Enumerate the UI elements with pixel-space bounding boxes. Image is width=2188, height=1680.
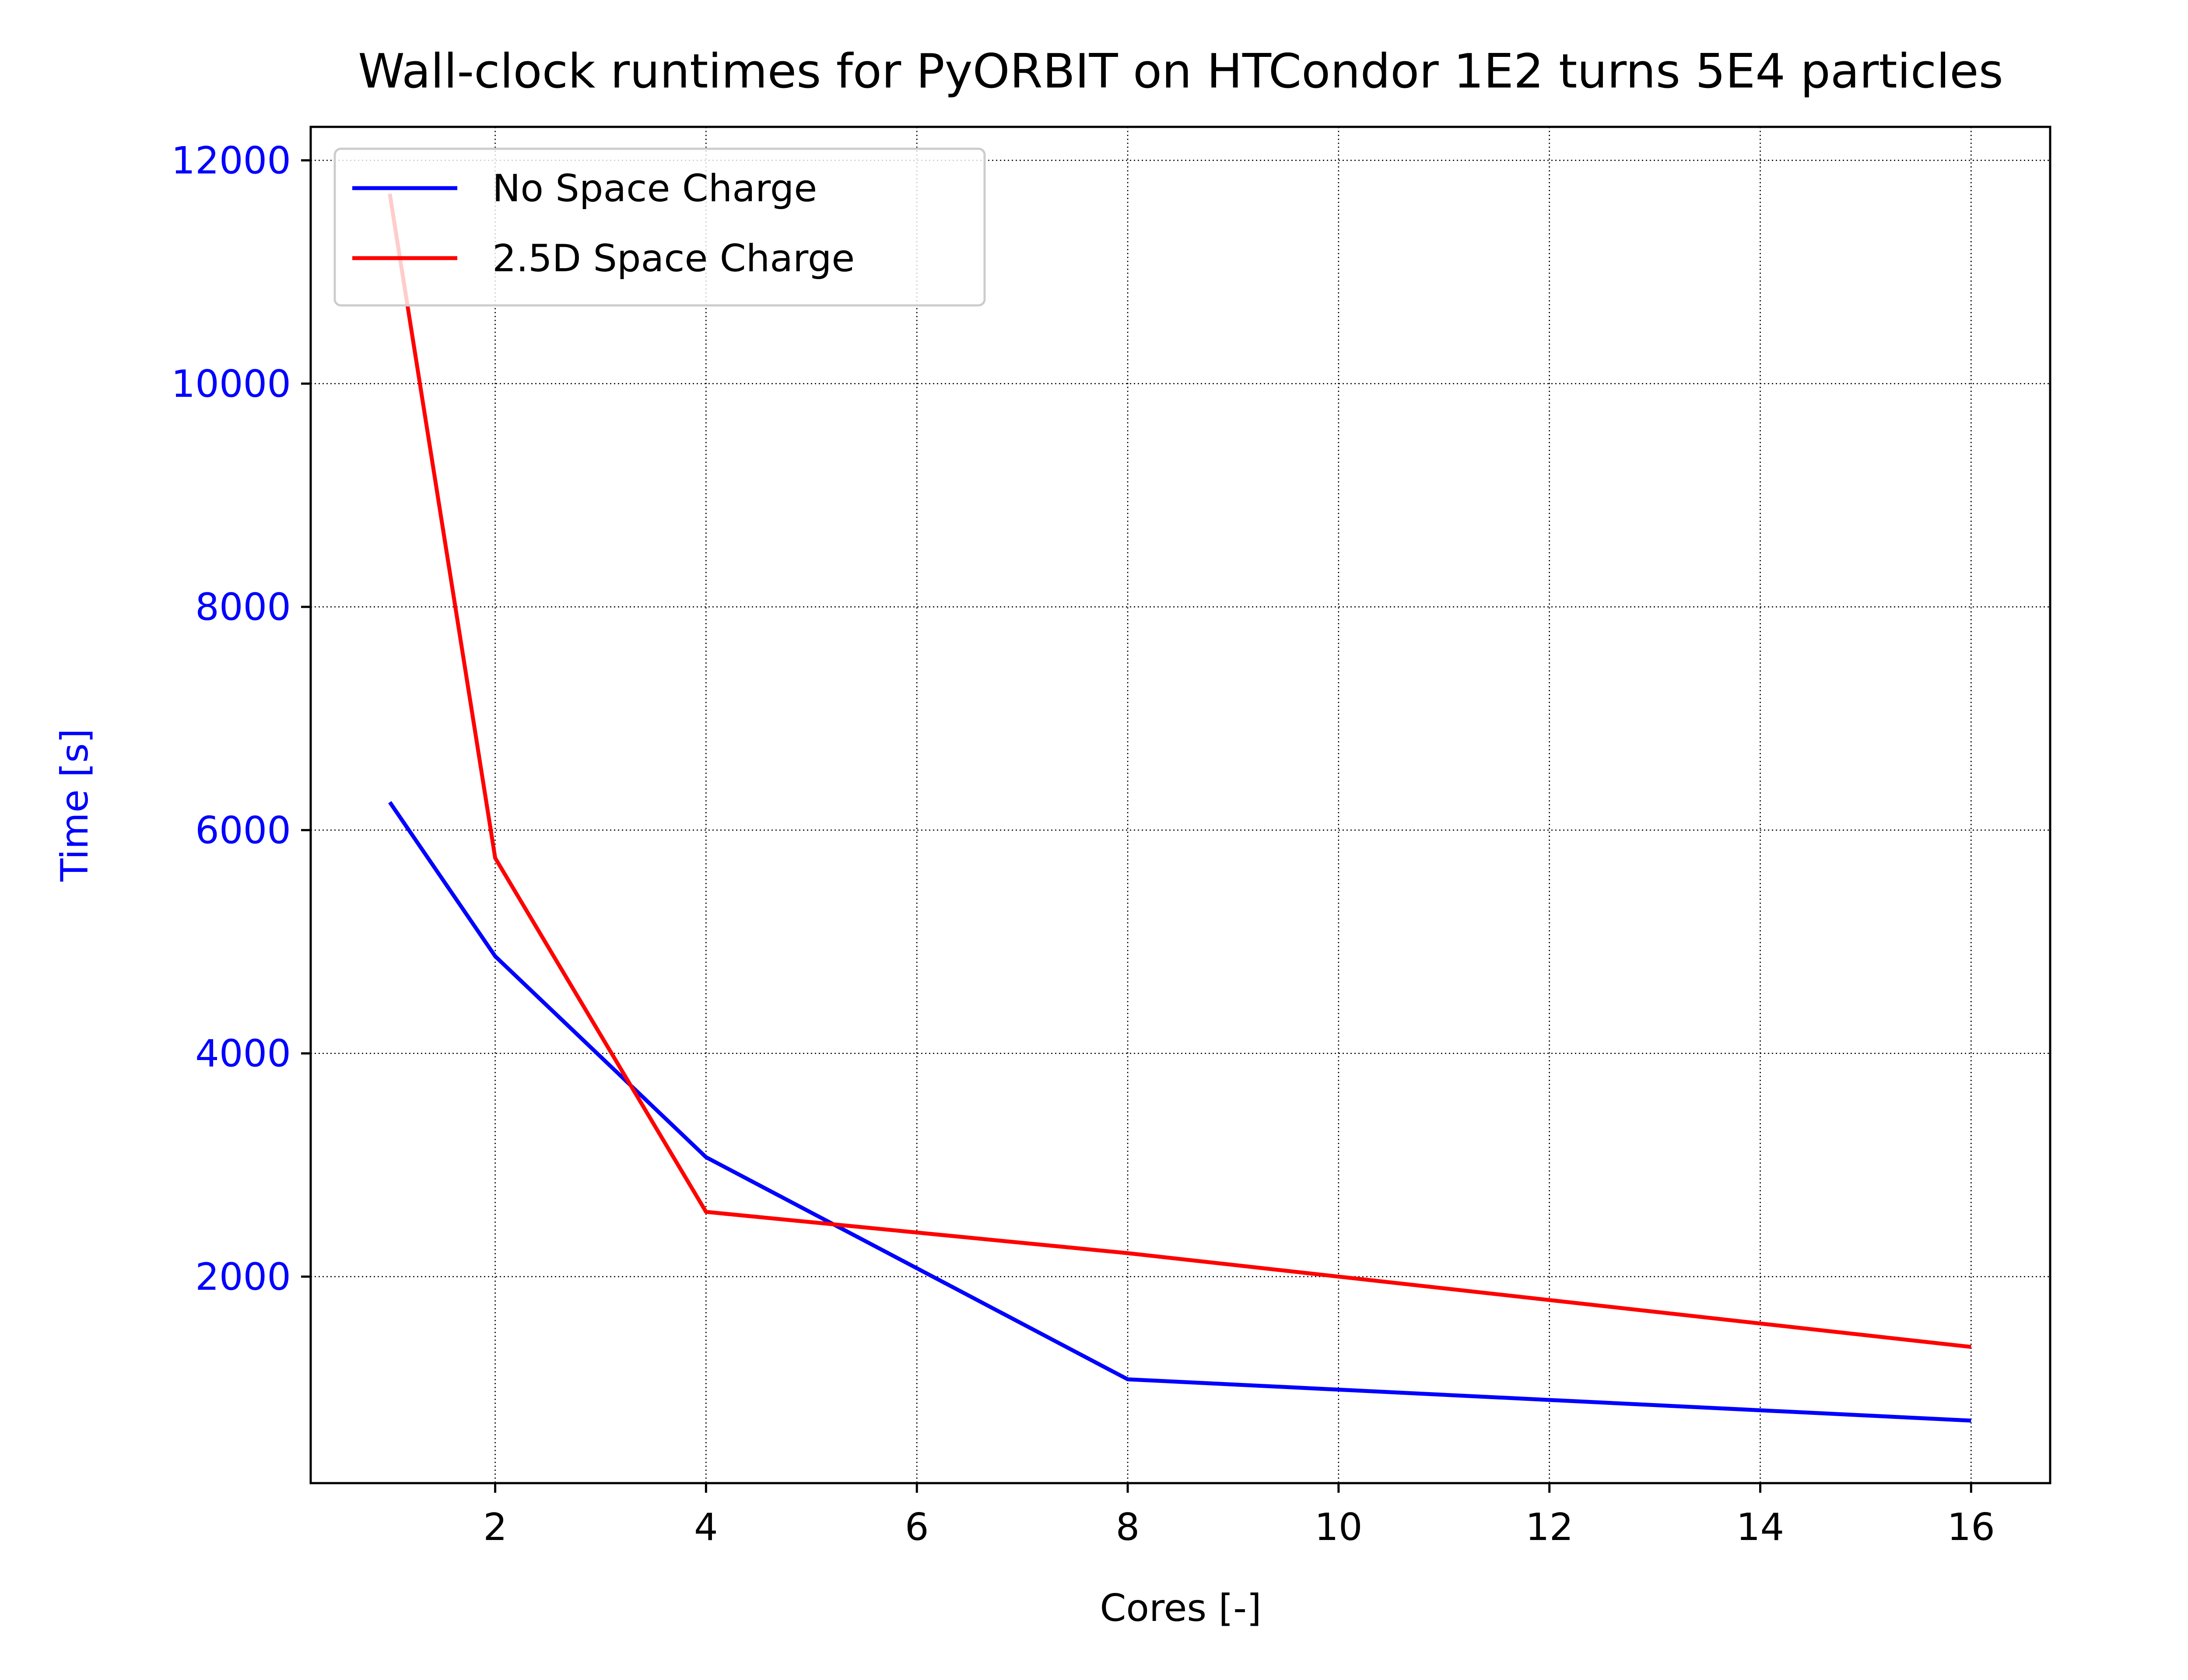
x-tick-label: 10 — [1315, 1505, 1362, 1549]
y-tick-label: 10000 — [171, 362, 291, 406]
x-tick-label: 6 — [905, 1505, 929, 1549]
y-tick-label: 2000 — [195, 1255, 291, 1299]
chart-title: Wall-clock runtimes for PyORBIT on HTCon… — [358, 44, 2003, 99]
x-tick-label: 8 — [1116, 1505, 1140, 1549]
x-axis-label: Cores [-] — [1100, 1586, 1261, 1630]
y-axis-label: Time [s] — [53, 728, 97, 882]
axis-ticks: 2 4 6 8 10 12 14 16 2000 4000 6000 8000 10000 12000 — [171, 139, 1995, 1549]
y-tick-label: 12000 — [171, 139, 291, 183]
legend-label-2-5d-space-charge: 2.5D Space Charge — [492, 237, 855, 280]
x-tick-label: 14 — [1736, 1505, 1784, 1549]
legend-label-no-space-charge: No Space Charge — [492, 167, 817, 210]
grid-lines — [311, 127, 2050, 1483]
data-series — [388, 193, 1971, 1423]
series-line-1 — [388, 193, 1971, 1349]
series-line-0 — [388, 801, 1971, 1423]
x-tick-label: 12 — [1525, 1505, 1573, 1549]
x-tick-label: 2 — [483, 1505, 507, 1549]
x-tick-label: 16 — [1947, 1505, 1995, 1549]
y-tick-label: 4000 — [195, 1032, 291, 1076]
legend-frame — [333, 147, 986, 307]
y-tick-label: 8000 — [195, 585, 291, 629]
plot-area-frame — [309, 126, 2051, 1484]
legend: No Space Charge 2.5D Space Charge — [333, 147, 986, 307]
x-tick-label: 4 — [694, 1505, 718, 1549]
y-tick-label: 6000 — [195, 808, 291, 852]
